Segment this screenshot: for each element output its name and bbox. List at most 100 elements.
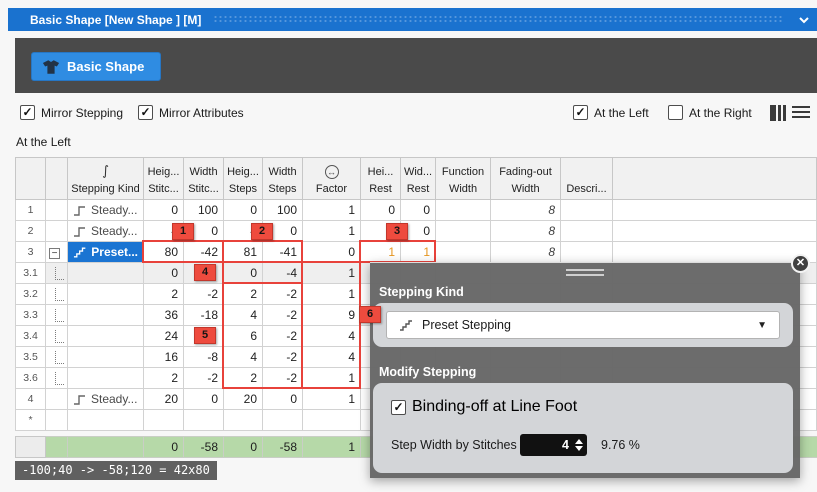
row-header-3.3[interactable]: 3.3	[15, 304, 46, 326]
cell-width_stitc[interactable]: -42	[183, 241, 224, 263]
cell-function-width[interactable]	[435, 199, 491, 221]
cell-stepping-kind[interactable]: Preset...	[67, 241, 144, 263]
row-header-3.2[interactable]: 3.2	[15, 283, 46, 305]
cell-width_steps[interactable]	[262, 409, 303, 431]
cell-width_steps[interactable]: -41	[262, 241, 303, 263]
cell-hei_rest[interactable]: 0	[360, 199, 401, 221]
cell-wid_rest[interactable]: 1	[400, 241, 436, 263]
cell-width_stitc[interactable]	[183, 409, 224, 431]
stepping-kind-dropdown[interactable]: Preset Stepping ▼	[386, 311, 780, 339]
mirror-stepping-checkbox[interactable]: ✓ Mirror Stepping	[20, 105, 123, 120]
cell-heig_stitc[interactable]: 80	[143, 241, 184, 263]
cell-factor[interactable]: 4	[302, 346, 361, 368]
cell-stepping-kind[interactable]: Steady...	[67, 199, 144, 221]
mirror-attributes-checkbox[interactable]: ✓ Mirror Attributes	[138, 105, 244, 120]
cell-hei_rest[interactable]: 1	[360, 241, 401, 263]
spinner-arrows-icon[interactable]	[575, 439, 583, 451]
collapse-chevron-icon[interactable]	[797, 13, 811, 27]
cell-stepping-kind[interactable]	[67, 409, 144, 431]
cell-width_stitc[interactable]: -2	[183, 367, 224, 389]
column-view-toggle-icon[interactable]	[770, 105, 788, 121]
at-the-left-checkbox[interactable]: ✓ At the Left	[573, 105, 649, 120]
row-header-3.5[interactable]: 3.5	[15, 346, 46, 368]
cell-factor[interactable]: 1	[302, 199, 361, 221]
cell-width_steps[interactable]: 0	[262, 388, 303, 410]
binding-off-checkbox[interactable]: ✓ Binding-off at Line Foot	[391, 398, 577, 416]
cell-width_steps[interactable]: 100	[262, 199, 303, 221]
cell-heig_steps[interactable]: 2	[223, 367, 263, 389]
cell-function-width[interactable]	[435, 241, 491, 263]
expand-cell[interactable]: −	[45, 241, 68, 263]
cell-heig_stitc[interactable]: 24	[143, 325, 184, 347]
window-titlebar[interactable]: Basic Shape [New Shape ] [M]	[8, 8, 817, 31]
cell-heig_stitc[interactable]: 0	[143, 199, 184, 221]
row-header-3.1[interactable]: 3.1	[15, 262, 46, 284]
cell-wid_rest[interactable]: 0	[400, 220, 436, 242]
cell-heig_stitc[interactable]: 16	[143, 346, 184, 368]
cell-stepping-kind[interactable]	[67, 262, 144, 284]
row-header-*[interactable]: *	[15, 409, 46, 431]
cell-heig_steps[interactable]: 20	[223, 388, 263, 410]
cell-factor[interactable]: 1	[302, 283, 361, 305]
cell-width_stitc[interactable]: -8	[183, 346, 224, 368]
cell-width_steps[interactable]: -2	[262, 304, 303, 326]
cell-heig_steps[interactable]: 81	[223, 241, 263, 263]
cell-description[interactable]	[560, 220, 613, 242]
cell-heig_stitc[interactable]: 2	[143, 283, 184, 305]
row-header-2[interactable]: 2	[15, 220, 46, 242]
cell-factor[interactable]: 1	[302, 262, 361, 284]
cell-heig_steps[interactable]: 6	[223, 325, 263, 347]
cell-stepping-kind[interactable]: Steady...	[67, 220, 144, 242]
row-header-3.4[interactable]: 3.4	[15, 325, 46, 347]
cell-fading-out-width[interactable]: 8	[490, 199, 561, 221]
cell-heig_stitc[interactable]: 2	[143, 367, 184, 389]
row-header-3[interactable]: 3	[15, 241, 46, 263]
cell-stepping-kind[interactable]	[67, 325, 144, 347]
cell-heig_stitc[interactable]: 20	[143, 388, 184, 410]
at-the-right-checkbox[interactable]: ✓ At the Right	[668, 105, 752, 120]
cell-stepping-kind[interactable]	[67, 283, 144, 305]
step-width-stepper[interactable]: 4	[520, 434, 587, 456]
cell-heig_steps[interactable]: 2	[223, 283, 263, 305]
cell-heig_steps[interactable]: 0	[223, 262, 263, 284]
row-view-toggle-icon[interactable]	[792, 106, 810, 120]
cell-stepping-kind[interactable]: Steady...	[67, 388, 144, 410]
cell-wid_rest[interactable]: 0	[400, 199, 436, 221]
cell-width_steps[interactable]: -4	[262, 262, 303, 284]
cell-heig_steps[interactable]: 0	[223, 199, 263, 221]
cell-stepping-kind[interactable]	[67, 304, 144, 326]
cell-width_stitc[interactable]: -18	[183, 304, 224, 326]
basic-shape-button[interactable]: Basic Shape	[31, 52, 162, 81]
cell-width_steps[interactable]: -2	[262, 346, 303, 368]
cell-width_steps[interactable]: -2	[262, 325, 303, 347]
cell-stepping-kind[interactable]	[67, 367, 144, 389]
cell-heig_stitc[interactable]: 0	[143, 262, 184, 284]
cell-heig_steps[interactable]	[223, 409, 263, 431]
cell-stepping-kind[interactable]	[67, 346, 144, 368]
cell-width_stitc[interactable]: 0	[183, 388, 224, 410]
cell-factor[interactable]: 1	[302, 220, 361, 242]
popup-drag-handle-icon[interactable]	[566, 269, 604, 276]
cell-width_stitc[interactable]: -2	[183, 283, 224, 305]
popup-close-icon[interactable]: ✕	[791, 254, 810, 273]
cell-factor[interactable]: 0	[302, 241, 361, 263]
cell-heig_steps[interactable]: 4	[223, 304, 263, 326]
cell-factor[interactable]: 1	[302, 388, 361, 410]
cell-width_stitc[interactable]: 100	[183, 199, 224, 221]
cell-factor[interactable]	[302, 409, 361, 431]
cell-function-width[interactable]	[435, 220, 491, 242]
collapse-row-icon[interactable]: −	[49, 248, 60, 259]
cell-fading-out-width[interactable]: 8	[490, 220, 561, 242]
cell-heig_steps[interactable]: 4	[223, 346, 263, 368]
cell-factor[interactable]: 9	[302, 304, 361, 326]
cell-description[interactable]	[560, 199, 613, 221]
cell-width_steps[interactable]: -2	[262, 283, 303, 305]
row-header-1[interactable]: 1	[15, 199, 46, 221]
row-header-4[interactable]: 4	[15, 388, 46, 410]
cell-heig_stitc[interactable]	[143, 409, 184, 431]
cell-factor[interactable]: 1	[302, 367, 361, 389]
cell-description[interactable]	[560, 241, 613, 263]
row-header-3.6[interactable]: 3.6	[15, 367, 46, 389]
cell-heig_stitc[interactable]: 36	[143, 304, 184, 326]
cell-fading-out-width[interactable]: 8	[490, 241, 561, 263]
